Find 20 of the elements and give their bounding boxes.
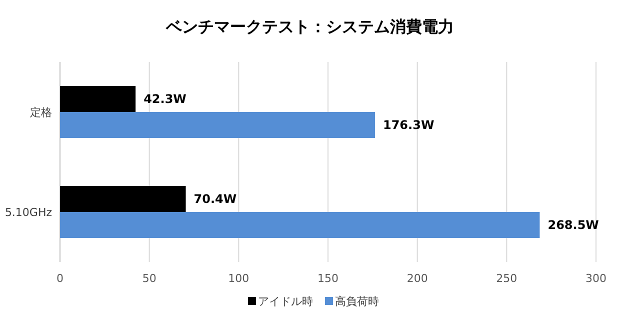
legend-label: アイドル時 <box>258 295 313 308</box>
bar <box>60 86 136 112</box>
data-label: 70.4W <box>194 192 237 206</box>
x-tick-label: 300 <box>586 272 606 285</box>
x-tick-label: 200 <box>406 272 428 285</box>
legend-label: 高負荷時 <box>335 295 379 308</box>
data-label: 176.3W <box>382 118 434 132</box>
chart-title: ベンチマークテスト：システム消費電力 <box>165 17 454 36</box>
bar <box>60 186 186 212</box>
data-label: 42.3W <box>144 92 186 106</box>
x-tick-label: 150 <box>318 272 338 285</box>
y-tick-label: 5.10GHz <box>4 206 52 219</box>
x-tick-label: 0 <box>56 272 64 285</box>
bar <box>60 112 375 138</box>
x-tick-label: 250 <box>496 272 518 285</box>
x-tick-label: 50 <box>142 272 156 285</box>
x-tick-label: 100 <box>228 272 250 285</box>
y-tick-label: 定格 <box>30 106 52 119</box>
bar <box>60 212 540 238</box>
data-label: 268.5W <box>548 218 599 232</box>
